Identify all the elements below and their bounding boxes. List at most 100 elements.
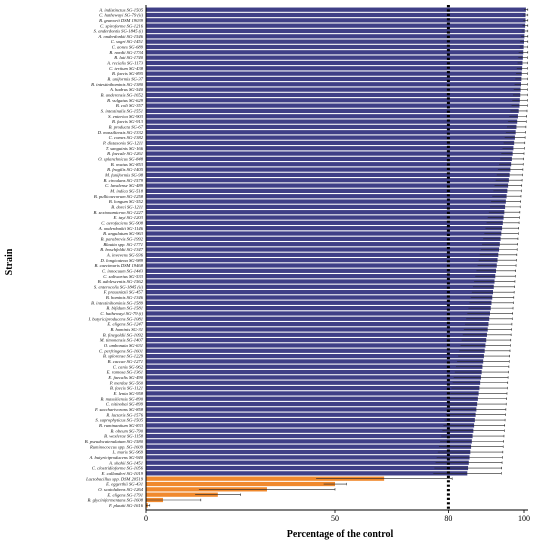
- bar-3: [146, 23, 526, 28]
- bar-81: [146, 439, 472, 444]
- bar-5: [146, 34, 525, 39]
- category-label-64: C. perfringens SG-1601: [99, 348, 143, 353]
- category-label-33: C. lavalense SG-489: [105, 183, 144, 188]
- bar-19: [146, 108, 519, 114]
- category-label-60: B. hominis SG-31: [110, 327, 143, 332]
- category-label-74: C. nitinobai SG-899: [106, 402, 144, 407]
- category-label-3: C. spiroforme SG-1216: [100, 23, 144, 28]
- category-label-85: A. shahii SG-1451: [108, 460, 143, 465]
- bar-51: [146, 279, 495, 284]
- bar-74: [146, 401, 478, 407]
- bar-36: [146, 199, 506, 204]
- category-label-66: B. caccae SG-1271: [108, 359, 143, 364]
- bar-78: [146, 423, 475, 428]
- bar-57: [146, 311, 490, 316]
- bar-53: [146, 290, 493, 295]
- bar-65: [146, 353, 484, 359]
- bar-67: [146, 364, 483, 369]
- category-label-31: M. funiformis SG-98: [104, 172, 144, 177]
- category-label-72: E. lenta SG-958: [113, 391, 144, 396]
- bar-64: [146, 348, 485, 353]
- category-label-24: C. comes SG-1382: [109, 135, 144, 140]
- bar-18: [146, 103, 520, 108]
- category-label-41: A. onderdonkii SG-1146: [98, 226, 144, 231]
- bar-91: [146, 492, 218, 497]
- x-axis: 0 50 80 100: [144, 5, 530, 523]
- bar-50: [146, 274, 496, 279]
- category-label-79: B. obeum SG-790: [110, 428, 143, 433]
- category-label-75: F. saccharivorans SG-858: [94, 407, 144, 412]
- category-label-47: D. longicatena SG-989: [100, 258, 144, 263]
- category-label-2: B. gnavorii DSM 19039: [99, 18, 144, 23]
- bar-29: [146, 162, 512, 167]
- bar-21: [146, 119, 518, 124]
- bar-31: [146, 172, 510, 178]
- x-tick-label-0: 0: [144, 514, 148, 523]
- bar-38: [146, 210, 505, 215]
- bar-63: [146, 343, 486, 348]
- bar-68: [146, 369, 482, 375]
- category-label-89: E. eggerthii SG-431: [105, 482, 143, 487]
- bar-87: [146, 471, 468, 476]
- bar-2: [146, 18, 526, 23]
- bar-46: [146, 252, 499, 257]
- category-label-35: B. pullicaecorum SG-1258: [94, 194, 144, 199]
- category-label-56: B. bifidum SG-1581: [106, 306, 143, 311]
- bar-72: [146, 391, 479, 396]
- category-label-7: C. aones SG-689: [112, 45, 144, 50]
- category-label-52: S. enterocolis SG-1845 (ii): [94, 284, 144, 289]
- category-label-78: B. ruminantium SG-833: [99, 423, 144, 428]
- bar-32: [146, 178, 509, 183]
- bar-20: [146, 114, 518, 119]
- x-tick-label-1: 50: [331, 514, 339, 523]
- category-label-34: M. indica SG-518: [109, 188, 143, 193]
- category-label-25: P. distasonis SG-1211: [102, 141, 143, 146]
- bar-89: [146, 481, 335, 487]
- category-label-46: A. invevens SG-936: [106, 252, 144, 257]
- bar-44: [146, 242, 500, 247]
- category-label-9: B. luti SG-1740: [114, 55, 143, 60]
- category-label-6: C. sogri SG-1451: [111, 39, 143, 44]
- category-label-36: B. longum SG-552: [109, 199, 144, 204]
- x-tick-label-3: 100: [518, 514, 530, 523]
- bar-23: [146, 130, 516, 135]
- category-label-5: A. onderdonkii SG-1546: [97, 34, 143, 39]
- bar-16: [146, 92, 521, 98]
- bar-76: [146, 412, 476, 417]
- bar-42: [146, 231, 502, 236]
- bar-26: [146, 146, 514, 151]
- category-label-67: C. canis SG-962: [113, 364, 144, 369]
- category-label-90: O. scatolubens SG-1264: [98, 487, 143, 492]
- bar-41: [146, 226, 503, 231]
- bar-39: [146, 215, 504, 220]
- bar-13: [146, 76, 522, 82]
- category-label-84: A. butyriciproducens SG-940: [88, 455, 143, 460]
- category-label-92: B. glycinifermentans SG-1608: [88, 498, 144, 503]
- bar-12: [146, 71, 522, 76]
- category-label-63: O. umbonata SG-631: [104, 343, 143, 348]
- category-label-12: B. faecis SG-895: [112, 71, 144, 76]
- bar-48: [146, 263, 497, 268]
- bar-52: [146, 284, 494, 289]
- bar-15: [146, 87, 521, 92]
- bar-25: [146, 140, 515, 146]
- category-label-54: B. hominis SG-1346: [106, 295, 144, 300]
- bar-79: [146, 428, 474, 433]
- category-label-48: B. caecimuris DSM 19468: [95, 263, 144, 268]
- category-label-62: M. timonensis SG-1407: [99, 338, 144, 343]
- category-label-69: E. faecalis SG-490: [107, 375, 143, 380]
- bar-35: [146, 194, 507, 199]
- category-label-4: S. anderdontis SG-1845 (i): [94, 29, 144, 34]
- category-label-68: E. ramosa SG-1361: [106, 370, 143, 375]
- category-label-14: B. intestinihominis SG-1380: [91, 82, 144, 87]
- bars-layer: [146, 5, 529, 510]
- bar-27: [146, 151, 513, 156]
- category-label-61: B. finegoldii SG-1092: [103, 332, 144, 337]
- bar-17: [146, 98, 520, 103]
- bar-88: [146, 476, 385, 481]
- category-label-20: S. enterica SG-903: [108, 114, 144, 119]
- bar-43: [146, 236, 501, 241]
- category-label-17: B. vulgatus SG-629: [107, 98, 144, 103]
- category-label-13: B. uniformis SG-37: [107, 77, 143, 82]
